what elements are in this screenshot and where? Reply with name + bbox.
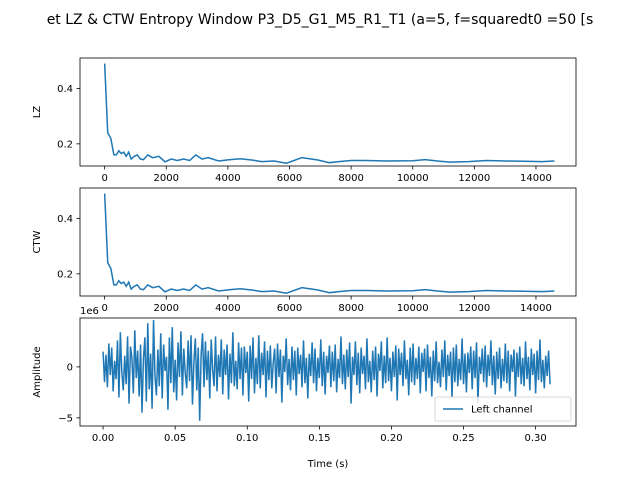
x-tick-label: 12000: [458, 173, 490, 184]
axes-frame: [79, 317, 577, 427]
x-tick-label: 0.30: [524, 433, 546, 444]
y-tick-label: 0.4: [57, 84, 73, 95]
x-tick-label: 0.00: [92, 433, 114, 444]
x-tick-label: 2000: [154, 303, 179, 314]
axes-frame: [79, 57, 577, 167]
figure-title: et LZ & CTW Entropy Window P3_D5_G1_M5_R…: [47, 12, 594, 28]
x-tick-label: 14000: [520, 303, 552, 314]
y-axis-label: Amplitude: [32, 346, 43, 397]
legend: Left channel: [434, 396, 572, 422]
x-tick-label: 8000: [338, 303, 363, 314]
x-tick-label: 0.05: [164, 433, 186, 444]
x-tick-label: 10000: [397, 303, 429, 314]
y-tick-label: 0: [67, 362, 73, 373]
ctw-subplot: 0 2000 4000 6000 8000 10000 12000 14000 0.2 0.4 CT…: [32, 187, 577, 314]
x-tick-label: 0.10: [236, 433, 258, 444]
axes-frame: [79, 187, 577, 297]
y-axis-label: LZ: [32, 106, 43, 119]
x-tick-label: 6000: [277, 173, 302, 184]
x-tick-label: 4000: [215, 303, 240, 314]
x-tick-label: 4000: [215, 173, 240, 184]
x-tick-label: 0: [101, 303, 107, 314]
series-line-lz: [103, 63, 555, 165]
x-tick-label: 8000: [338, 173, 363, 184]
x-axis-label: Time (s): [307, 459, 349, 470]
y-tick-label: −5: [58, 413, 73, 424]
x-tick-label: 0.15: [308, 433, 330, 444]
series-line-ctw: [103, 193, 555, 295]
amplitude-subplot: 0.00 0.05 0.10 0.15 0.20 0.25 0.30 −5 0 Amplitude…: [32, 306, 577, 470]
legend-box: [434, 396, 572, 422]
y-tick-label: 0.2: [57, 139, 73, 150]
x-tick-label: 0: [101, 173, 107, 184]
x-tick-label: 0.20: [380, 433, 402, 444]
y-tick-label: 0.4: [57, 214, 73, 225]
x-tick-label: 0.25: [452, 433, 474, 444]
y-tick-label: 0.2: [57, 269, 73, 280]
x-tick-label: 10000: [397, 173, 429, 184]
x-tick-label: 2000: [154, 173, 179, 184]
legend-entry-left-channel: Left channel: [471, 405, 533, 416]
y-offset-label: 1e6: [80, 306, 99, 317]
x-tick-label: 14000: [520, 173, 552, 184]
y-axis-label: CTW: [32, 230, 43, 253]
series-line-left-channel: [102, 320, 551, 421]
lz-subplot: 0 2000 4000 6000 8000 10000 12000 14000 0.2 0.4 LZ: [32, 57, 577, 184]
x-tick-label: 6000: [277, 303, 302, 314]
x-tick-label: 12000: [458, 303, 490, 314]
